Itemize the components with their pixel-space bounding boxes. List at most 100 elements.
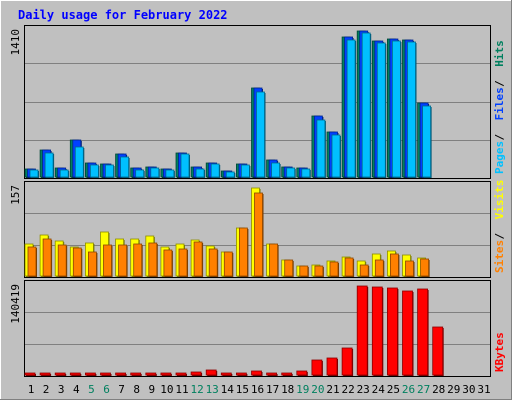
- bar-sites-17-face: [269, 243, 279, 277]
- series-pages: [29, 32, 432, 178]
- bar-pages-3-face: [59, 169, 69, 178]
- bar-kbytes-14-face: [220, 372, 232, 376]
- bar-kbytes-6-face: [100, 372, 111, 376]
- bar-pages-14: [225, 171, 236, 178]
- x-tick-label-5: 5: [88, 383, 95, 396]
- chart-title: Daily usage for February 2022: [18, 8, 228, 22]
- bar-kbytes-8-face: [130, 372, 142, 376]
- bar-sites-26-face: [405, 260, 414, 277]
- bar-kbytes-23: [356, 285, 369, 376]
- x-tick-label-12: 12: [190, 383, 203, 396]
- bar-pages-27-face: [422, 105, 432, 178]
- x-tick-label-16: 16: [251, 383, 264, 396]
- bar-kbytes-4: [69, 372, 82, 376]
- bar-sites-12: [193, 241, 204, 277]
- legend-visits-sites: Sites / Visits: [493, 180, 506, 273]
- bar-kbytes-17: [266, 372, 278, 376]
- bar-sites-19-face: [299, 265, 309, 277]
- bar-pages-7-face: [120, 156, 129, 178]
- x-tick-label-8: 8: [133, 383, 140, 396]
- x-tick-label-17: 17: [266, 383, 279, 396]
- bar-sites-10-face: [163, 249, 173, 277]
- bar-kbytes-12: [190, 371, 203, 376]
- bar-pages-13-face: [210, 163, 220, 178]
- bar-kbytes-7-face: [115, 372, 126, 376]
- bar-kbytes-24: [371, 286, 384, 376]
- bar-sites-14-face: [223, 251, 233, 277]
- bar-sites-13: [208, 248, 219, 277]
- bar-pages-23: [361, 32, 372, 178]
- bar-kbytes-27: [417, 288, 429, 376]
- bar-pages-6: [105, 164, 115, 178]
- bar-kbytes-5-face: [85, 372, 96, 376]
- bar-pages-21-face: [331, 134, 341, 178]
- series-kbytes: [24, 285, 444, 376]
- x-tick-label-13: 13: [206, 383, 219, 396]
- bar-kbytes-10: [160, 372, 172, 376]
- bar-kbytes-7: [115, 372, 127, 376]
- bar-pages-27: [422, 105, 432, 178]
- bar-pages-11-face: [180, 153, 190, 178]
- bar-sites-23: [359, 264, 370, 277]
- bar-pages-24: [376, 42, 387, 178]
- bar-pages-15: [240, 164, 251, 178]
- bar-sites-22: [344, 257, 355, 277]
- bar-kbytes-18-face: [281, 372, 293, 376]
- legend-separator: /: [493, 80, 506, 87]
- bar-sites-3: [57, 244, 68, 277]
- bar-kbytes-1-face: [24, 372, 36, 376]
- bar-pages-2-face: [44, 152, 54, 178]
- bar-kbytes-20-face: [311, 359, 323, 376]
- x-tick-label-27: 27: [417, 383, 430, 396]
- bar-sites-15: [238, 227, 249, 277]
- x-tick-label-21: 21: [326, 383, 339, 396]
- legend-item-files: Files: [493, 87, 506, 120]
- x-tick-label-14: 14: [221, 383, 235, 396]
- bar-sites-26: [405, 260, 415, 277]
- x-tick-label-15: 15: [236, 383, 249, 396]
- bar-kbytes-28: [432, 326, 444, 376]
- bar-sites-6-face: [103, 244, 112, 277]
- bar-sites-27: [420, 258, 430, 277]
- bar-sites-8: [133, 243, 143, 277]
- y-axis-max-label-kbytes: 140419: [9, 284, 22, 324]
- bar-pages-19: [301, 168, 311, 178]
- bar-pages-13: [210, 163, 221, 178]
- bar-pages-9: [150, 167, 160, 178]
- bar-kbytes-22: [341, 347, 354, 376]
- bar-pages-25: [391, 40, 402, 178]
- bar-kbytes-18: [281, 372, 293, 376]
- bar-kbytes-20: [311, 359, 323, 376]
- bar-pages-4: [74, 146, 85, 178]
- x-tick-label-29: 29: [447, 383, 460, 396]
- bar-sites-4-face: [72, 247, 82, 277]
- bar-kbytes-26: [402, 290, 414, 376]
- bar-kbytes-2: [39, 372, 52, 376]
- bar-kbytes-12-face: [190, 371, 202, 376]
- bar-sites-25-face: [389, 253, 399, 277]
- bar-sites-20: [314, 265, 324, 277]
- bar-sites-13-face: [208, 248, 218, 277]
- bar-sites-23-face: [359, 264, 369, 277]
- bar-sites-15-face: [238, 227, 248, 277]
- bar-sites-17: [269, 243, 279, 277]
- x-tick-label-3: 3: [58, 383, 65, 396]
- bar-kbytes-21-face: [326, 357, 338, 376]
- bar-sites-1-face: [27, 246, 37, 277]
- bar-kbytes-17-face: [266, 372, 278, 376]
- legend-item-hits: Hits: [493, 40, 506, 67]
- bar-sites-8-face: [133, 243, 143, 277]
- x-tick-label-9: 9: [148, 383, 155, 396]
- panel-hits-files-pages: 1410 Pages / Files / Hits: [9, 25, 506, 179]
- bar-sites-9: [148, 242, 158, 277]
- bar-kbytes-3-face: [54, 372, 66, 376]
- bar-sites-18: [284, 259, 294, 277]
- bar-sites-24-face: [374, 259, 384, 277]
- panel-kbytes: 140419 KBytes: [9, 280, 506, 377]
- bar-sites-7: [118, 244, 128, 277]
- x-tick-label-4: 4: [73, 383, 80, 396]
- bar-kbytes-10-face: [160, 372, 172, 376]
- bar-kbytes-8: [130, 372, 142, 376]
- series-sites: [27, 192, 430, 277]
- bar-pages-19-face: [301, 168, 311, 178]
